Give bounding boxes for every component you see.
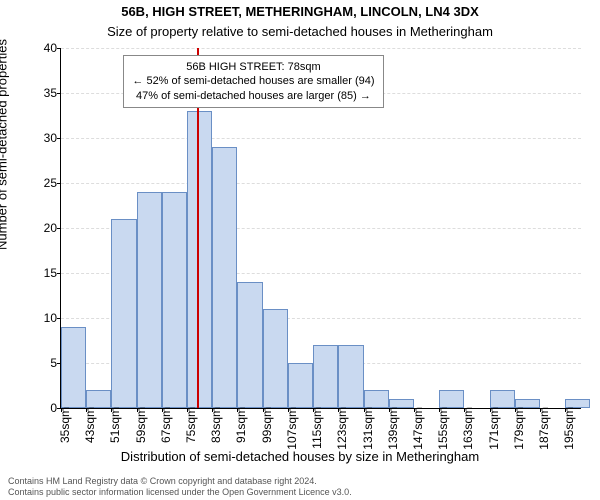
- histogram-bar: [187, 111, 212, 408]
- x-tick-label: 91sqm: [234, 407, 248, 443]
- chart-title: 56B, HIGH STREET, METHERINGHAM, LINCOLN,…: [0, 4, 600, 19]
- plot-area: 051015202530354035sqm43sqm51sqm59sqm67sq…: [60, 48, 581, 409]
- x-tick-label: 75sqm: [184, 407, 198, 443]
- footer-line-2: Contains public sector information licen…: [8, 487, 592, 498]
- y-tick-label: 5: [27, 356, 57, 370]
- x-tick-label: 171sqm: [487, 407, 501, 450]
- x-tick-label: 43sqm: [83, 407, 97, 443]
- histogram-bar: [212, 147, 237, 408]
- histogram-bar: [137, 192, 162, 408]
- histogram-bar: [263, 309, 288, 408]
- y-axis-label: Number of semi-detached properties: [0, 39, 10, 250]
- x-tick-label: 51sqm: [108, 407, 122, 443]
- y-tick-label: 15: [27, 266, 57, 280]
- x-tick-label: 131sqm: [361, 407, 375, 450]
- x-tick-label: 195sqm: [562, 407, 576, 450]
- x-tick-label: 123sqm: [335, 407, 349, 450]
- annotation-line: ← 52% of semi-detached houses are smalle…: [132, 74, 374, 88]
- y-tick-mark: [57, 138, 61, 139]
- y-tick-label: 35: [27, 86, 57, 100]
- histogram-bar: [364, 390, 389, 408]
- histogram-bar: [288, 363, 313, 408]
- gridline: [61, 138, 581, 139]
- histogram-bar: [111, 219, 136, 408]
- histogram-bar: [490, 390, 515, 408]
- x-tick-label: 35sqm: [58, 407, 72, 443]
- x-tick-label: 139sqm: [386, 407, 400, 450]
- x-tick-label: 147sqm: [411, 407, 425, 450]
- footer-line-1: Contains HM Land Registry data © Crown c…: [8, 476, 592, 487]
- gridline: [61, 183, 581, 184]
- histogram-bar: [313, 345, 338, 408]
- annotation-box: 56B HIGH STREET: 78sqm← 52% of semi-deta…: [123, 55, 383, 108]
- y-tick-mark: [57, 228, 61, 229]
- y-tick-mark: [57, 183, 61, 184]
- y-tick-label: 25: [27, 176, 57, 190]
- histogram-bar: [237, 282, 262, 408]
- x-tick-label: 163sqm: [461, 407, 475, 450]
- y-tick-label: 0: [27, 401, 57, 415]
- x-tick-label: 59sqm: [134, 407, 148, 443]
- x-tick-label: 67sqm: [159, 407, 173, 443]
- y-tick-label: 20: [27, 221, 57, 235]
- histogram-bar: [338, 345, 363, 408]
- x-tick-label: 115sqm: [310, 407, 324, 449]
- gridline: [61, 48, 581, 49]
- y-tick-label: 10: [27, 311, 57, 325]
- histogram-bar: [162, 192, 187, 408]
- x-tick-label: 107sqm: [285, 407, 299, 450]
- x-tick-label: 155sqm: [436, 407, 450, 450]
- x-axis-label: Distribution of semi-detached houses by …: [0, 449, 600, 464]
- x-tick-label: 187sqm: [537, 407, 551, 450]
- annotation-line: 56B HIGH STREET: 78sqm: [132, 60, 374, 74]
- y-tick-mark: [57, 318, 61, 319]
- y-tick-mark: [57, 273, 61, 274]
- y-tick-mark: [57, 93, 61, 94]
- x-tick-label: 99sqm: [260, 407, 274, 443]
- histogram-bar: [61, 327, 86, 408]
- y-tick-label: 40: [27, 41, 57, 55]
- x-tick-label: 179sqm: [512, 407, 526, 450]
- histogram-bar: [86, 390, 111, 408]
- y-tick-label: 30: [27, 131, 57, 145]
- histogram-bar: [439, 390, 464, 408]
- chart-container: 56B, HIGH STREET, METHERINGHAM, LINCOLN,…: [0, 0, 600, 500]
- footer-attribution: Contains HM Land Registry data © Crown c…: [8, 476, 592, 498]
- y-tick-mark: [57, 48, 61, 49]
- chart-subtitle: Size of property relative to semi-detach…: [0, 24, 600, 39]
- annotation-line: 47% of semi-detached houses are larger (…: [132, 89, 374, 103]
- x-tick-label: 83sqm: [209, 407, 223, 443]
